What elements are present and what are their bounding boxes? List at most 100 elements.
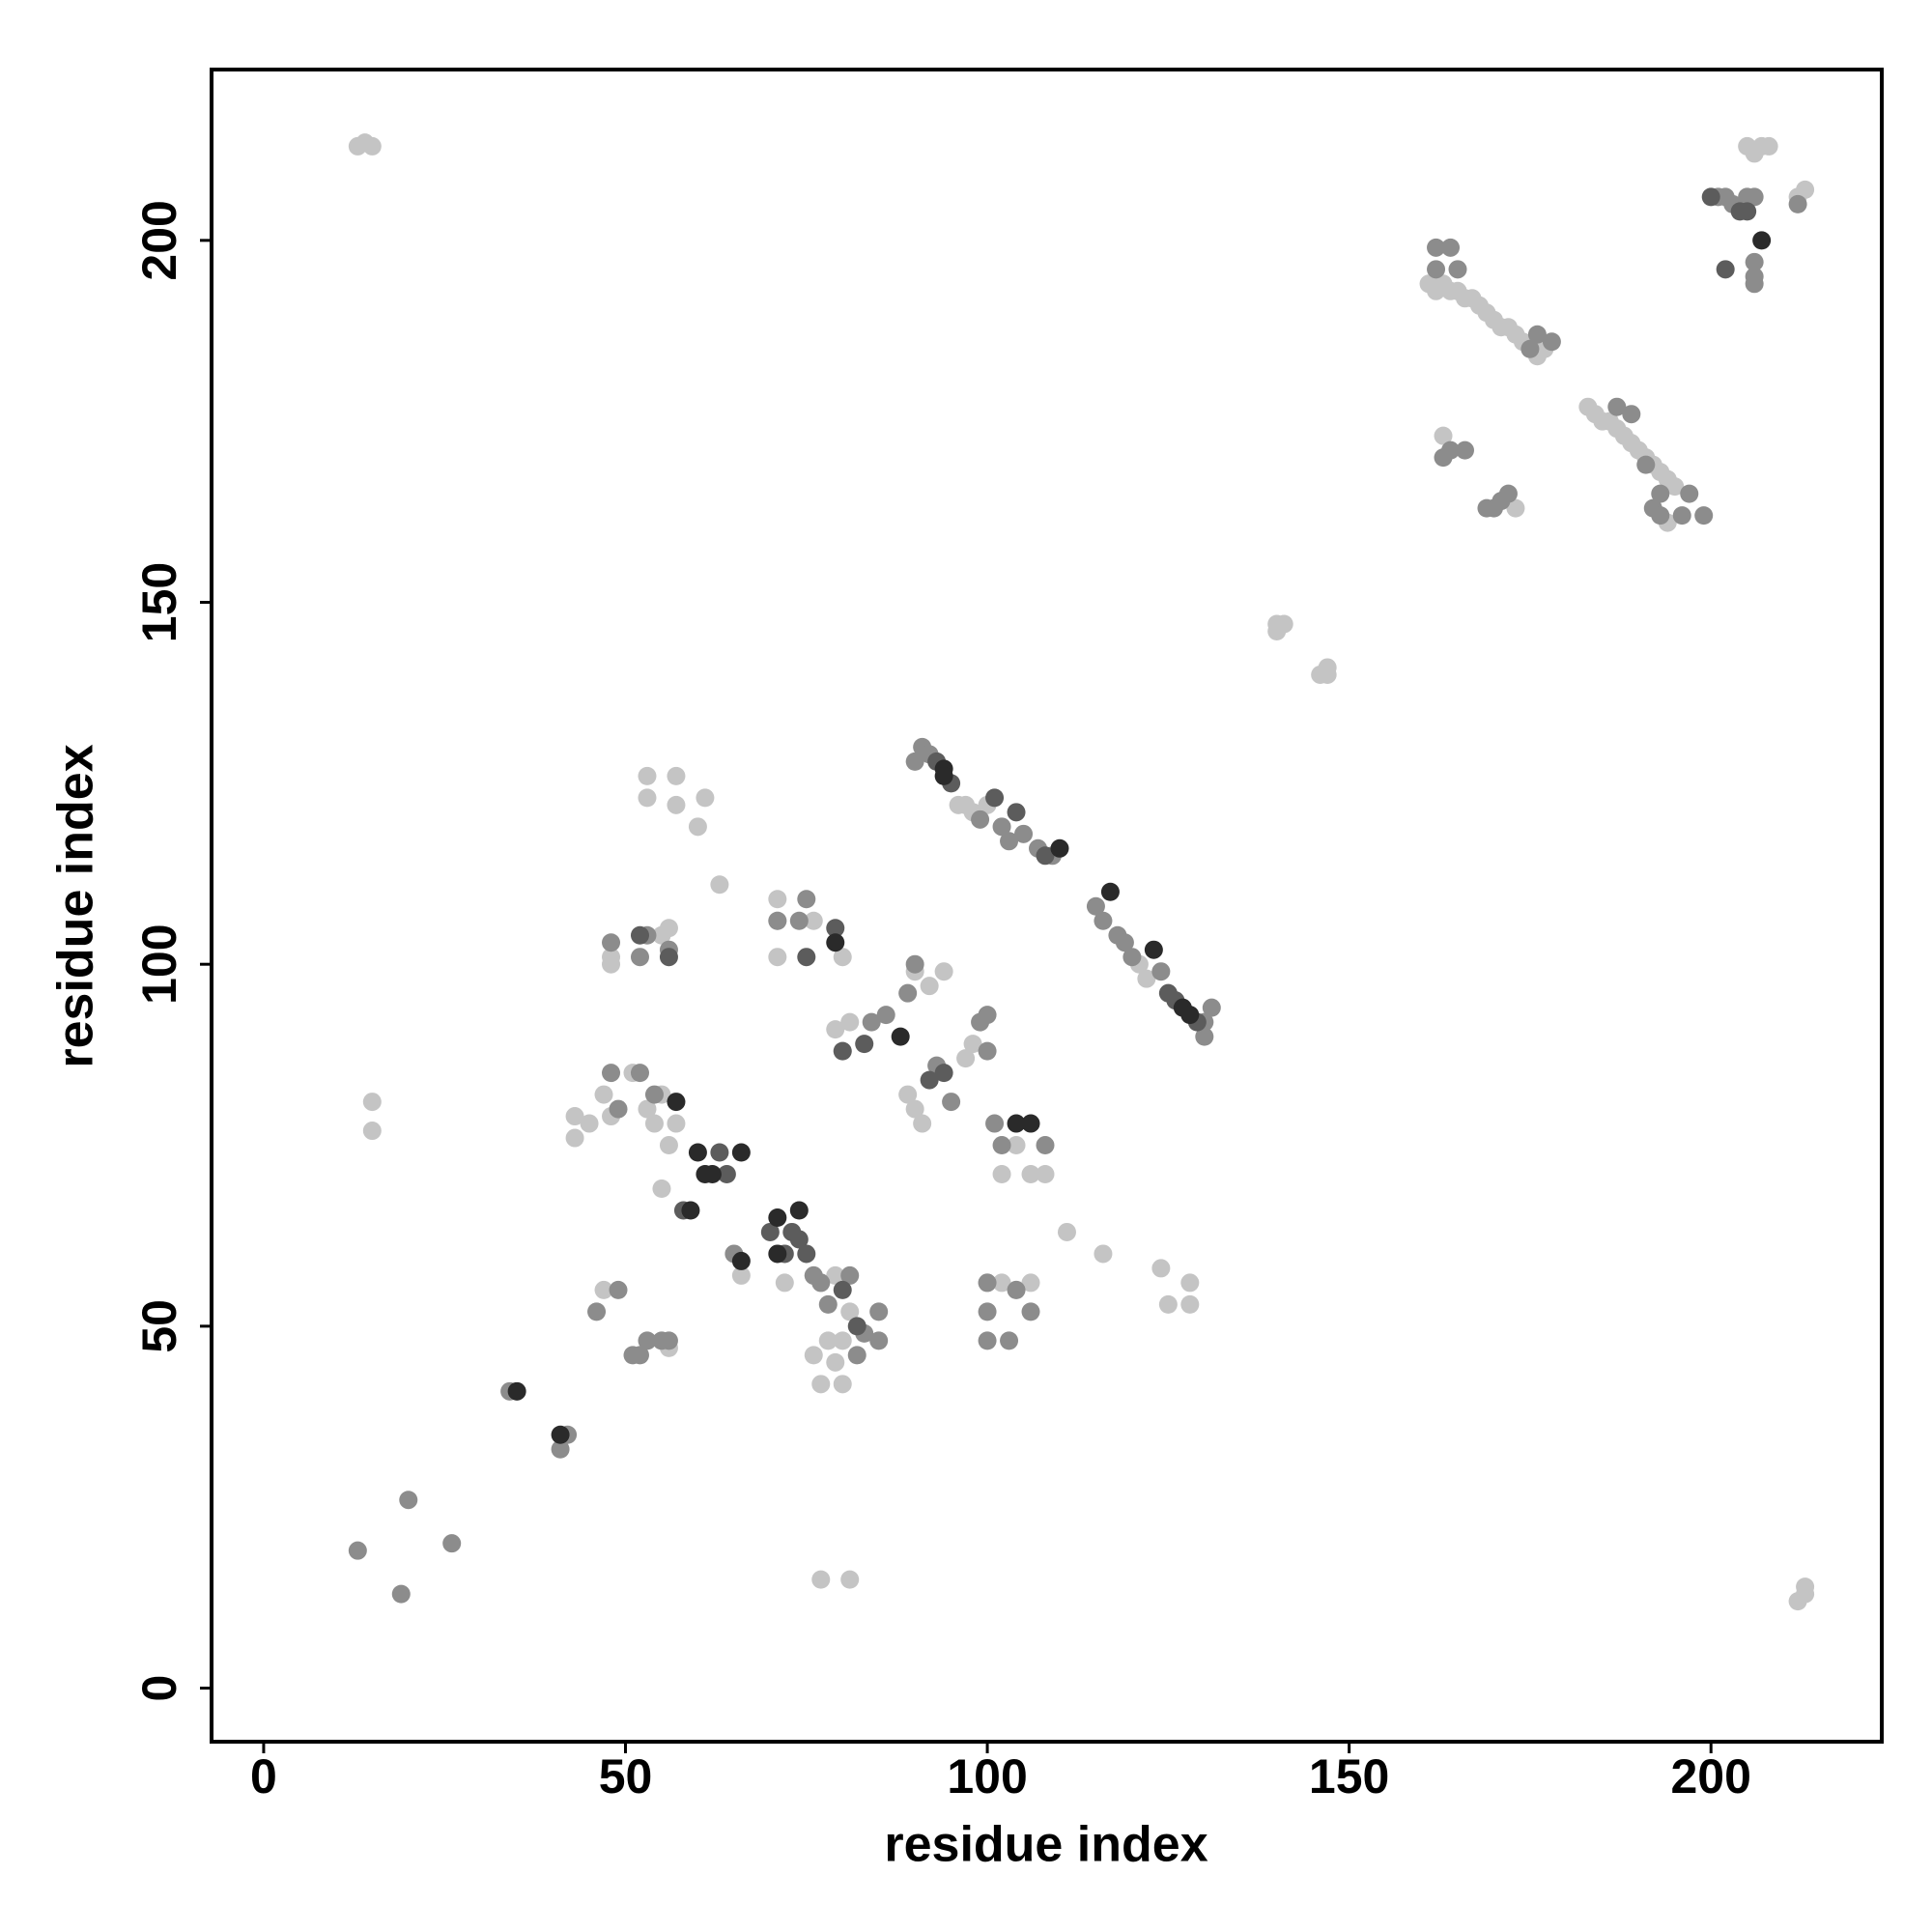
- point: [869, 1302, 889, 1321]
- point: [978, 1302, 997, 1321]
- point: [833, 1331, 852, 1350]
- y-tick-label: 100: [132, 923, 186, 1004]
- point: [992, 817, 1011, 837]
- x-tick-label: 200: [1670, 1749, 1750, 1804]
- point: [789, 1201, 809, 1220]
- point: [1000, 1331, 1019, 1350]
- point: [609, 1280, 628, 1299]
- point: [768, 911, 787, 930]
- point: [862, 1012, 881, 1032]
- point: [696, 788, 715, 808]
- point: [1036, 1165, 1055, 1184]
- point: [934, 962, 953, 981]
- point: [348, 1541, 367, 1560]
- point: [797, 948, 816, 967]
- point: [978, 1006, 997, 1025]
- point: [630, 948, 649, 967]
- point: [891, 1027, 910, 1046]
- point: [644, 1114, 664, 1133]
- point: [1014, 824, 1034, 843]
- point: [847, 1346, 867, 1365]
- point: [1036, 1136, 1055, 1155]
- point: [630, 1346, 649, 1365]
- point: [362, 1122, 382, 1141]
- point: [768, 948, 787, 967]
- point: [775, 1273, 794, 1293]
- x-tick-label: 100: [947, 1749, 1027, 1804]
- point: [630, 1064, 649, 1083]
- point: [833, 948, 852, 967]
- point: [442, 1534, 462, 1553]
- point: [1158, 1294, 1178, 1314]
- point: [992, 1136, 1011, 1155]
- x-tick-label: 0: [250, 1749, 277, 1804]
- point: [1498, 484, 1518, 503]
- point: [1036, 846, 1055, 866]
- point: [1007, 1280, 1026, 1299]
- point: [789, 1230, 809, 1249]
- point: [1202, 998, 1221, 1017]
- point: [942, 1093, 961, 1112]
- y-axis-label: residue index: [48, 744, 104, 1067]
- point: [1057, 1222, 1076, 1241]
- point: [507, 1381, 526, 1401]
- point: [920, 1070, 939, 1090]
- point: [1137, 969, 1156, 988]
- point: [609, 1099, 628, 1119]
- point: [731, 1265, 751, 1285]
- point: [731, 1143, 751, 1162]
- point: [1796, 1584, 1815, 1604]
- point: [905, 1099, 924, 1119]
- point: [1455, 440, 1474, 460]
- point: [551, 1425, 570, 1444]
- point: [602, 954, 621, 974]
- point: [1115, 933, 1134, 952]
- point: [667, 1114, 686, 1133]
- point: [833, 1041, 852, 1061]
- point: [833, 1280, 852, 1299]
- point: [659, 948, 678, 967]
- point: [826, 933, 845, 952]
- point: [652, 1179, 671, 1198]
- x-tick-label: 50: [599, 1749, 653, 1804]
- point: [818, 1294, 838, 1314]
- point: [1086, 896, 1105, 916]
- point: [702, 1165, 722, 1184]
- point: [789, 911, 809, 930]
- point: [1759, 136, 1778, 156]
- point: [580, 1114, 599, 1133]
- point: [1651, 506, 1670, 526]
- point: [644, 1085, 664, 1104]
- point: [638, 766, 657, 785]
- point: [985, 788, 1005, 808]
- point: [833, 1375, 852, 1394]
- point: [688, 1143, 707, 1162]
- point: [391, 1584, 411, 1604]
- x-axis-label: residue index: [884, 1817, 1208, 1873]
- point: [1527, 325, 1547, 344]
- point: [768, 1208, 787, 1227]
- point: [797, 890, 816, 909]
- point: [840, 1302, 860, 1321]
- point: [1318, 665, 1337, 684]
- point: [905, 954, 924, 974]
- point: [1441, 440, 1461, 460]
- point: [1730, 202, 1749, 221]
- point: [551, 1439, 570, 1459]
- point: [1021, 1114, 1040, 1133]
- y-tick-label: 150: [132, 562, 186, 642]
- point: [963, 1035, 982, 1054]
- point: [1752, 231, 1772, 250]
- point: [1636, 455, 1656, 474]
- point: [710, 1143, 729, 1162]
- point: [768, 1244, 787, 1264]
- point: [1651, 484, 1670, 503]
- point: [731, 1251, 751, 1270]
- point: [971, 810, 990, 829]
- point: [1542, 332, 1561, 352]
- point: [681, 1201, 700, 1220]
- point: [1716, 260, 1735, 279]
- point: [1672, 506, 1691, 526]
